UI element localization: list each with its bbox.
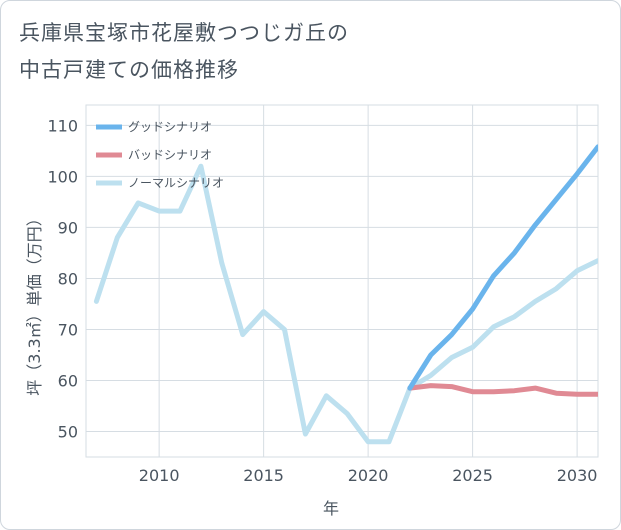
y-tick-label: 60 <box>58 371 78 390</box>
series-line-normal <box>93 163 598 445</box>
x-tick-label: 2030 <box>557 466 598 485</box>
x-tick-label: 2025 <box>452 466 493 485</box>
series-line-bad <box>407 383 598 397</box>
axis-ticks: 50 60 70 80 90 100 110 2010 2015 2020 2025 2030 <box>47 116 597 485</box>
y-tick-label: 100 <box>47 167 78 186</box>
chart-title-line-1: 兵庫県宝塚市花屋敷つつじガ丘の <box>19 21 349 45</box>
legend-label: グッドシナリオ <box>128 120 212 134</box>
y-tick-label: 110 <box>47 116 78 135</box>
series-line-good <box>407 144 598 391</box>
legend-label: バッドシナリオ <box>128 148 212 162</box>
y-tick-label: 70 <box>58 320 78 339</box>
y-axis-label: 坪（3.3㎡）単価（万円） <box>25 210 44 395</box>
x-tick-label: 2020 <box>348 466 389 485</box>
y-tick-label: 50 <box>58 422 78 441</box>
chart-title-line-2: 中古戸建ての価格推移 <box>19 58 239 82</box>
legend-label: ノーマルシナリオ <box>128 176 224 190</box>
x-axis-label: 年 <box>323 499 339 518</box>
series-lines <box>93 144 598 445</box>
plot-area-border <box>85 104 599 458</box>
x-tick-label: 2015 <box>243 466 284 485</box>
y-tick-label: 90 <box>58 218 78 237</box>
y-tick-label: 80 <box>58 269 78 288</box>
x-tick-label: 2010 <box>139 466 180 485</box>
grid <box>85 104 599 458</box>
